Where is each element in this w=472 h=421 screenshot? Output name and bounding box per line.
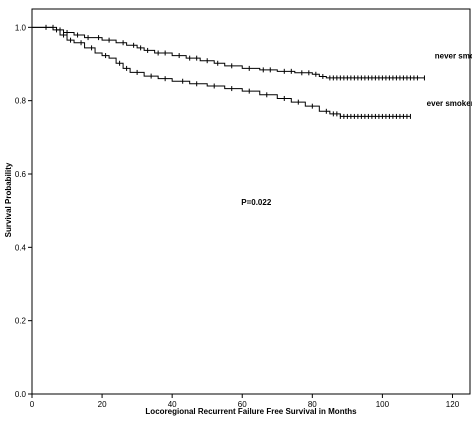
series-ever-smokers: ever smokers: [32, 24, 472, 119]
survival-curve: [32, 26, 425, 79]
x-tick-label: 0: [30, 400, 35, 409]
x-tick-label: 120: [446, 400, 460, 409]
x-axis-title: Locoregional Recurrent Failure Free Surv…: [145, 407, 357, 416]
x-tick-label: 60: [238, 400, 247, 409]
series-layer: never smokers ever smokers: [32, 24, 472, 119]
y-axis-title: Survival Probability: [4, 162, 13, 237]
series-label: ever smokers: [427, 99, 472, 108]
x-tick-label: 40: [168, 400, 177, 409]
x-axis: 0 20 40 60 80 100 120: [30, 394, 460, 409]
plot-frame: [31, 8, 471, 395]
x-tick-label: 20: [98, 400, 107, 409]
y-tick-label: 0.4: [15, 243, 27, 252]
y-axis: 0.0 0.2 0.4 0.6 0.8 1.0: [15, 23, 32, 399]
survival-curve: [32, 26, 411, 117]
y-tick-label: 0.2: [15, 317, 27, 326]
y-tick-label: 0.0: [15, 390, 27, 399]
x-tick-label: 80: [308, 400, 317, 409]
y-tick-label: 0.8: [15, 97, 27, 106]
y-tick-label: 0.6: [15, 170, 27, 179]
y-tick-label: 1.0: [15, 23, 27, 32]
x-tick-label: 100: [376, 400, 390, 409]
series-never-smokers: never smokers: [32, 24, 472, 81]
series-label: never smokers: [435, 52, 472, 61]
p-value-annotation: P=0.022: [241, 198, 272, 207]
